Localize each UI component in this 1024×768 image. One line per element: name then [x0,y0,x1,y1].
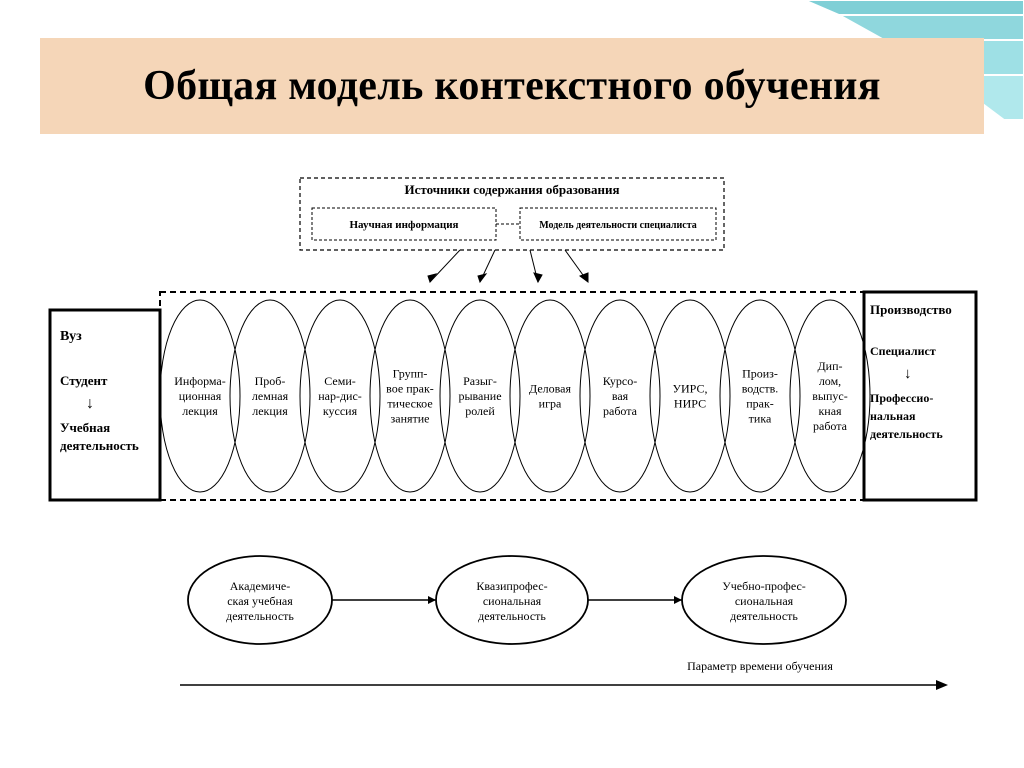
stage-label: тика [749,412,772,426]
circle0-l1: ская учебная [227,594,293,608]
circle1-l2: деятельность [478,609,546,623]
stage-label: тическое [387,397,432,411]
bottom-circles: Академиче- ская учебная деятельность Ква… [188,556,846,644]
stage-label: Семи- [324,374,356,388]
timeline-label: Параметр времени обучения [687,659,833,673]
stage-label: работа [603,404,638,418]
stage-label: лом, [819,374,841,388]
left-box-line4: Учебная [60,420,110,435]
stage-label: вая [612,389,629,403]
stage-label: Курсо- [603,374,637,388]
slide-title: Общая модель контекстного обучения [143,62,881,110]
stage-label: лемная [252,389,289,403]
right-box-line0: Производство [870,302,952,317]
circle0-l0: Академиче- [230,579,290,593]
left-box-line0: Вуз [60,329,82,344]
stage-label: выпус- [812,389,847,403]
right-box-line2: Специалист [870,344,936,358]
stage-label: игра [539,397,562,411]
stage-label: вое прак- [386,382,434,396]
right-box-line6: деятельность [870,427,943,441]
stage-label: нар-дис- [318,389,362,403]
stage-label: куссия [323,404,358,418]
circle1-l1: сиональная [483,594,542,608]
stage-label: Групп- [393,367,428,381]
diagram-panel: Источники содержания образования Научная… [40,170,984,738]
circle2-l2: деятельность [730,609,798,623]
source-item-0: Научная информация [349,219,458,231]
stage-label: Произ- [742,367,778,381]
left-box: Вуз Студент ↓ Учебная деятельность [50,310,160,500]
stage-label: работа [813,419,848,433]
sources-block: Источники содержания образования Научная… [300,178,724,250]
stage-label: УИРС, [673,382,708,396]
stage-label: ролей [465,404,495,418]
diagram-svg: Источники содержания образования Научная… [40,170,984,738]
right-box: Производство Специалист ↓ Профессио- нал… [864,292,976,500]
stage-label: лекция [182,404,218,418]
stage-label: Деловая [529,382,571,396]
arrows-down-from-sources [428,250,588,282]
sources-title: Источники содержания образования [404,182,619,197]
stage-label: водств. [742,382,779,396]
timeline: Параметр времени обучения [180,659,948,690]
left-box-arrow: ↓ [86,395,94,412]
stage-label: занятие [391,412,430,426]
circle2-l0: Учебно-профес- [722,579,806,593]
right-box-line4: Профессио- [870,391,933,405]
stage-label: Дип- [817,359,842,373]
stage-label: кная [818,404,842,418]
right-box-arrow: ↓ [904,366,912,382]
right-box-line5: нальная [870,409,916,423]
source-item-1: Модель деятельности специалиста [539,220,697,231]
left-box-line2: Студент [60,373,108,388]
circle2-l1: сиональная [735,594,794,608]
circle1-l0: Квазипрофес- [476,579,547,593]
ellipse-row: Информа-ционнаялекцияПроб-лемнаялекцияСе… [160,300,870,492]
left-box-line5: деятельность [60,438,139,453]
stage-label: прак- [746,397,774,411]
stage-label: Разыг- [463,374,497,388]
stage-label: Проб- [255,374,286,388]
slide-title-bar: Общая модель контекстного обучения [40,38,984,134]
stage-label: НИРС [674,397,706,411]
stage-label: Информа- [174,374,226,388]
circle0-l2: деятельность [226,609,294,623]
stage-label: ционная [179,389,222,403]
stage-label: рывание [458,389,501,403]
stage-label: лекция [252,404,288,418]
